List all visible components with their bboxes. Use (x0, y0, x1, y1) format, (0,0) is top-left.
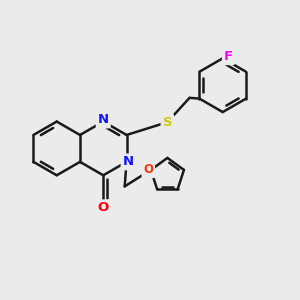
Text: N: N (98, 113, 109, 127)
Text: F: F (224, 50, 233, 63)
Text: O: O (143, 164, 153, 176)
Text: N: N (123, 155, 134, 168)
Text: S: S (163, 116, 172, 129)
Text: O: O (98, 201, 109, 214)
